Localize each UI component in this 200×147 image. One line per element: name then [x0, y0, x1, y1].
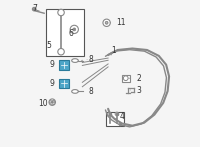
- Circle shape: [115, 112, 119, 116]
- Text: 2: 2: [129, 74, 141, 83]
- Circle shape: [106, 22, 107, 24]
- Circle shape: [49, 99, 55, 105]
- FancyBboxPatch shape: [122, 75, 130, 82]
- FancyBboxPatch shape: [106, 112, 124, 126]
- Circle shape: [51, 101, 53, 103]
- Text: 4: 4: [115, 112, 125, 121]
- Text: 1: 1: [111, 46, 116, 55]
- Circle shape: [58, 9, 64, 16]
- Ellipse shape: [72, 90, 78, 93]
- Circle shape: [108, 112, 111, 116]
- FancyBboxPatch shape: [46, 9, 84, 56]
- Circle shape: [118, 122, 122, 126]
- Text: 9: 9: [50, 60, 60, 69]
- Text: 6: 6: [69, 29, 74, 38]
- Circle shape: [58, 49, 64, 55]
- FancyBboxPatch shape: [59, 79, 69, 88]
- Text: 7: 7: [32, 4, 37, 13]
- Text: 5: 5: [47, 41, 52, 50]
- Text: 3: 3: [130, 86, 141, 95]
- Text: 8: 8: [81, 87, 93, 96]
- Text: 10: 10: [38, 99, 52, 108]
- Circle shape: [103, 19, 110, 26]
- FancyBboxPatch shape: [59, 60, 69, 70]
- Circle shape: [123, 76, 128, 81]
- Circle shape: [105, 21, 108, 24]
- Text: 9: 9: [50, 78, 60, 88]
- Circle shape: [32, 7, 36, 11]
- Ellipse shape: [72, 59, 78, 62]
- Text: 11: 11: [110, 18, 126, 27]
- Circle shape: [73, 28, 76, 31]
- Text: 8: 8: [81, 55, 93, 64]
- Circle shape: [70, 25, 78, 34]
